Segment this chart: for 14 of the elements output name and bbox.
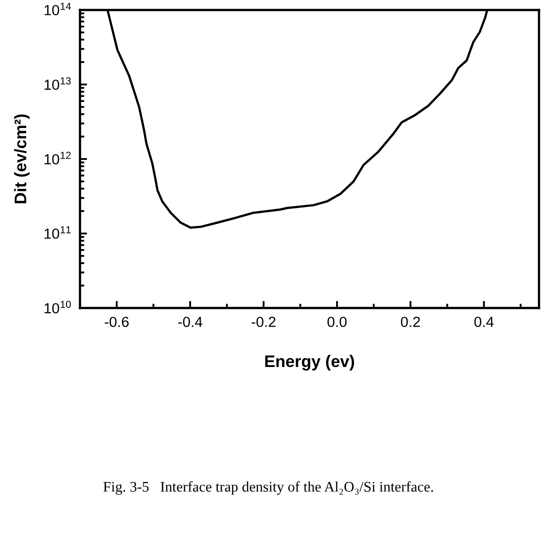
y-axis-title: Dit (ev/cm²) [14,114,30,204]
x-tick-label: 0.4 [474,316,494,328]
y-tick-label: 10$^{12}$ [44,152,71,164]
y-tick-label: 10$^{10}$ [44,300,71,314]
x-tick-label: 0.2 [400,316,420,328]
x-tick-label: -0.6 [104,316,129,328]
x-tick-label: 0.0 [327,316,347,328]
x-tick-label: -0.4 [178,316,202,328]
y-tick-label: 10$^{14}$ [44,2,71,16]
y-tick-label: 10$^{13}$ [44,77,71,90]
caption: Fig. 3-5 Interface trap density of the Al₂O₃/Si interface. [103,481,433,495]
x-axis-title: Energy (ev) [265,354,354,371]
y-tick-label: 10$^{11}$ [44,226,71,239]
x-tick-label: -0.2 [252,316,276,328]
